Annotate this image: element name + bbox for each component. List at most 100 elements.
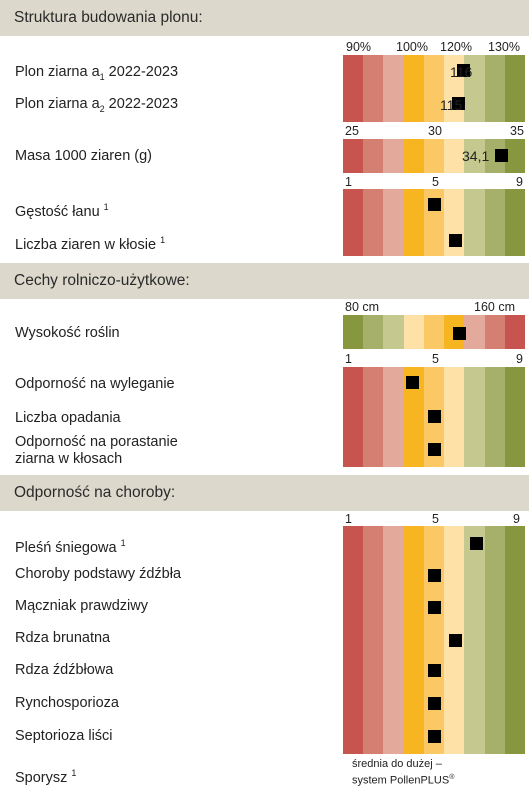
rating-bar [343, 367, 525, 401]
bar-segment [343, 189, 364, 223]
bar-segment [403, 687, 424, 721]
rating-marker [427, 443, 441, 456]
bar-segment [383, 88, 404, 122]
bar-segment [403, 55, 424, 89]
rating-marker [452, 97, 466, 110]
bar-segment [383, 622, 404, 656]
bar-segment [423, 55, 445, 89]
rating-marker [457, 64, 471, 77]
bar-segment [444, 55, 465, 89]
rating-bar [343, 222, 525, 256]
bar-segment [464, 687, 485, 721]
bar-segment [504, 654, 525, 688]
bar-segment [464, 622, 485, 656]
rating-bar [343, 622, 525, 656]
bar-segment [484, 558, 505, 592]
bar-segment [343, 687, 364, 721]
tick-label: 80 cm [345, 300, 380, 314]
bar-segment [363, 222, 384, 256]
tick-label: 5 [432, 175, 439, 189]
bar-segment [363, 654, 384, 688]
bar-segment [343, 88, 364, 122]
section-header-yield-structure: Struktura budowania plonu: [0, 0, 529, 36]
tick-label: 160 cm [474, 300, 515, 314]
bar-segment [504, 590, 525, 624]
section-title: Cechy rolniczo-użytkowe: [14, 272, 190, 289]
bar-segment [484, 720, 505, 754]
rating-marker [406, 376, 420, 389]
rating-bar [343, 315, 525, 349]
row-label-stand-density: Gęstość łanu 1 [15, 202, 109, 220]
tick-label: 1 [345, 512, 352, 526]
bar-segment [383, 654, 404, 688]
rating-bar [343, 88, 525, 122]
bar-segment [464, 189, 485, 223]
rating-marker [494, 149, 508, 162]
bar-segment [484, 400, 505, 434]
bar-segment [444, 526, 465, 560]
tick-label: 120% [440, 40, 472, 54]
bar-segment [343, 590, 364, 624]
section-header-disease-resistance: Odporność na choroby: [0, 475, 529, 511]
tick-label: 35 [510, 124, 524, 138]
bar-segment [343, 315, 364, 349]
bar-segment [444, 720, 465, 754]
row-label-rhynchosporium: Rynchosporioza [15, 695, 119, 711]
bar-segment [343, 139, 364, 173]
bar-segment [403, 222, 424, 256]
bar-segment [403, 400, 424, 434]
row-label-stem-base-diseases: Choroby podstawy źdźbła [15, 566, 182, 582]
bar-segment [383, 720, 404, 754]
bar-segment [403, 622, 424, 656]
bar-segment [363, 189, 384, 223]
bar-segment [383, 433, 404, 467]
tick-label: 90% [346, 40, 372, 54]
bar-segment [343, 55, 364, 89]
row-label-thousand-grain-weight: Masa 1000 ziaren (g) [15, 148, 153, 164]
row-label-grains-per-ear: Liczba ziaren w kłosie 1 [15, 235, 166, 253]
rating-marker [427, 410, 441, 423]
row-label-septoria: Septorioza liści [15, 728, 113, 744]
rating-bar [343, 139, 525, 173]
bar-segment [464, 433, 485, 467]
bar-segment [504, 315, 525, 349]
bar-segment [423, 315, 445, 349]
bar-segment [444, 367, 465, 401]
bar-segment [484, 222, 505, 256]
tick-label: 100% [396, 40, 428, 54]
tick-label: 9 [513, 512, 520, 526]
bar-segment [403, 139, 424, 173]
bar-segment [484, 315, 505, 349]
bar-segment [383, 687, 404, 721]
bar-segment [504, 55, 525, 89]
bar-segment [403, 315, 424, 349]
value-label: 34,1 [462, 148, 490, 164]
bar-segment [383, 222, 404, 256]
row-label-snow-mould: Pleśń śniegowa 1 [15, 538, 126, 556]
bar-segment [464, 222, 485, 256]
bar-segment [504, 687, 525, 721]
row-label-plant-height: Wysokość roślin [15, 325, 120, 341]
bar-segment [464, 139, 485, 173]
bar-segment [343, 222, 364, 256]
bar-segment [383, 367, 404, 401]
bar-segment [343, 558, 364, 592]
tick-label: 1 [345, 175, 352, 189]
bar-segment [464, 55, 485, 89]
bar-segment [343, 654, 364, 688]
bar-segment [504, 88, 525, 122]
bar-segment [444, 654, 465, 688]
tick-label: 130% [488, 40, 520, 54]
bar-segment [423, 526, 445, 560]
row-label-lodging-resistance: Odporność na wyleganie [15, 376, 175, 392]
row-label-ergot: Sporysz 1 [15, 768, 77, 786]
bar-segment [504, 558, 525, 592]
row-label-brown-rust: Rdza brunatna [15, 630, 111, 646]
tick-label: 25 [345, 124, 359, 138]
rating-bar [343, 558, 525, 592]
rating-marker [452, 327, 466, 340]
bar-segment [363, 139, 384, 173]
bar-segment [444, 139, 465, 173]
rating-bar [343, 55, 525, 89]
bar-segment [504, 433, 525, 467]
